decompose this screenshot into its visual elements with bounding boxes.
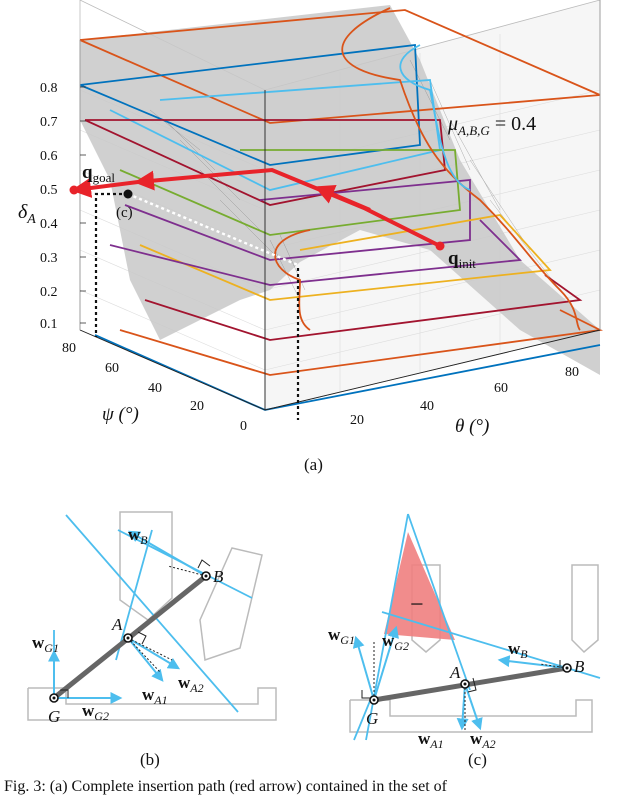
psi-tick-label: 80 [62, 341, 76, 356]
figure-caption: Fig. 3: (a) Complete insertion path (red… [4, 778, 447, 795]
contour-blue-1 [79, 43, 421, 166]
label-wG1: wG1 [32, 633, 59, 655]
theta-tick-label: 60 [494, 381, 508, 396]
theta-axis-label: θ (°) [455, 416, 489, 437]
theta-tick-labels: 20 40 60 80 [350, 365, 579, 428]
finger-right-rotated [199, 547, 263, 662]
label-wA2: wA2 [178, 673, 204, 695]
label-A: A [449, 663, 461, 682]
friction-cone-region [384, 532, 455, 640]
z-tick-label: 0.1 [40, 317, 58, 332]
marker-c-label: (c) [116, 205, 133, 221]
z-tick-label: 0.4 [40, 217, 58, 232]
label-wB: wB [128, 525, 148, 547]
caption-panel-c: (c) [468, 750, 487, 769]
table-surface [349, 699, 593, 733]
mu-label: μA,B,G = 0.4 [447, 113, 536, 138]
contour-levels [79, 7, 604, 411]
label-wG1: wG1 [328, 625, 355, 647]
plot-3d: δA 0.8 0.7 0.6 0.5 0.4 0.3 0.2 0.1 80 60… [18, 0, 604, 437]
label-wA1: wA1 [142, 685, 168, 707]
caption-panel-a: (a) [304, 455, 323, 474]
path-dotted-white [127, 192, 299, 267]
caption-panel-b: (b) [140, 750, 160, 769]
z-tick-label: 0.6 [40, 149, 58, 164]
z-tick-label: 0.5 [40, 183, 58, 198]
insertion-path-tail [71, 178, 139, 198]
contour-yellow [139, 214, 552, 301]
z-axis-label: δA [18, 201, 36, 227]
q-goal-point [69, 185, 79, 195]
theta-tick-label: 80 [565, 365, 579, 380]
config-c-point [123, 189, 133, 199]
label-B: B [574, 657, 585, 676]
label-wB: wB [508, 639, 528, 661]
psi-tick-labels: 80 60 40 20 0 [62, 341, 247, 434]
z-tick-label: 0.2 [40, 285, 58, 300]
q-goal-label: qgoal [82, 162, 115, 185]
finger-left [119, 511, 173, 621]
object-rod [373, 665, 568, 703]
z-tick-labels: 0.8 0.7 0.6 0.5 0.4 0.3 0.2 0.1 [40, 81, 58, 332]
label-G: G [48, 707, 60, 726]
contour-orange-bottom [119, 309, 604, 376]
projection-lines [94, 192, 300, 420]
label-wA2: wA2 [470, 729, 496, 751]
psi-tick-label: 20 [190, 399, 204, 414]
psi-tick-label: 60 [105, 361, 119, 376]
theta-tick-label: 20 [350, 413, 364, 428]
theta-tick-label: 40 [420, 399, 434, 414]
finger-right [571, 564, 599, 654]
label-wG2: wG2 [382, 631, 409, 653]
right-angle-marks [60, 559, 211, 698]
label-G: G [366, 709, 378, 728]
panel-c-diagram: − wB wG1 wG2 wA1 wA2 A B G [328, 513, 601, 751]
panel-b-diagram: wB wG1 wG2 wA1 wA2 A B G [27, 511, 277, 726]
psi-tick-label: 0 [240, 419, 247, 434]
z-tick-label: 0.7 [40, 115, 58, 130]
z-tick-label: 0.3 [40, 251, 58, 266]
contour-purple-1 [124, 179, 471, 261]
normal-dashes [127, 565, 207, 673]
label-wG2: wG2 [82, 701, 109, 723]
contour-curve-2 [399, 44, 471, 191]
insertion-path-mid-arrow [314, 185, 371, 212]
contour-darkred-2 [144, 274, 583, 341]
label-B: B [213, 567, 224, 586]
table-surface [27, 687, 277, 721]
wrench-arrows [352, 625, 568, 731]
minus-sign: − [410, 592, 424, 618]
psi-tick-label: 40 [148, 381, 162, 396]
right-angle-marks [361, 660, 561, 699]
q-init-point [435, 241, 445, 251]
q-init-label: qinit [448, 248, 476, 271]
label-A: A [111, 615, 123, 634]
contour-purple-2 [109, 219, 522, 286]
contour-green [119, 149, 461, 236]
psi-axis-label: ψ (°) [102, 404, 139, 425]
label-wA1: wA1 [418, 729, 444, 751]
contour-curve-3 [274, 229, 311, 331]
z-tick-label: 0.8 [40, 81, 58, 96]
wrench-arrows [48, 530, 207, 704]
